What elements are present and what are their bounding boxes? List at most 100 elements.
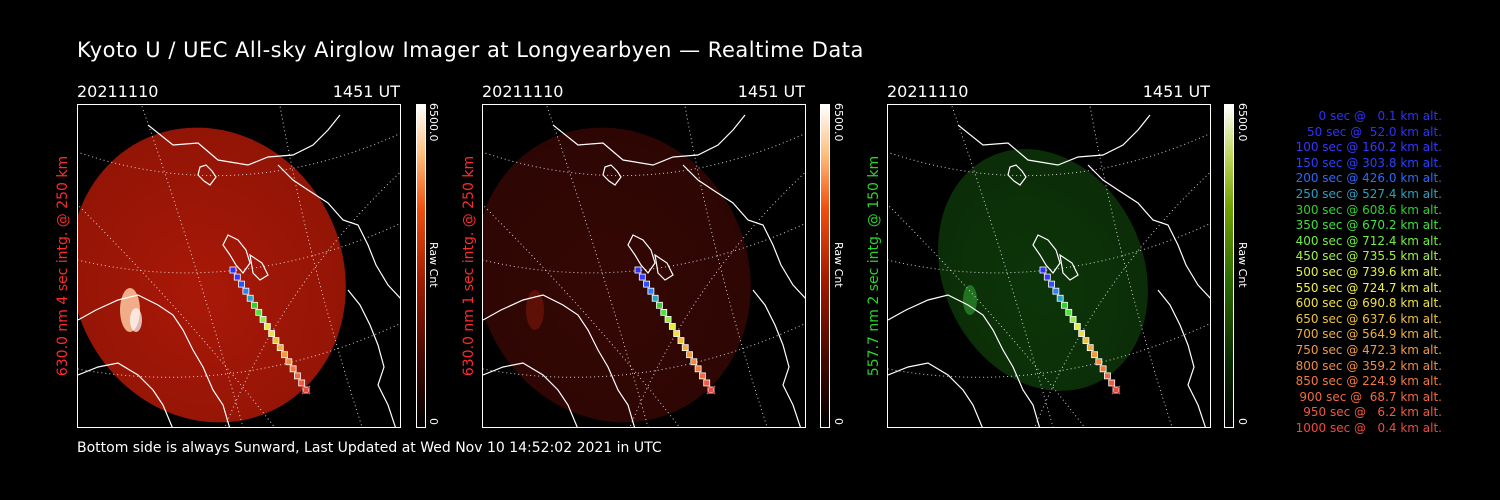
panel-1-colorbar: [416, 104, 426, 428]
coastline: [888, 294, 1041, 427]
legend-row: 800 sec @ 359.2 km alt.: [1295, 358, 1442, 373]
legend-row: 350 sec @ 670.2 km alt.: [1295, 218, 1442, 233]
legend-row: 300 sec @ 608.6 km alt.: [1295, 202, 1442, 217]
track-point: [233, 273, 241, 281]
panel-1-date: 20211110: [77, 82, 159, 101]
track-point: [259, 316, 267, 323]
track-point: [664, 316, 672, 323]
track-point: [647, 287, 655, 295]
track-point: [1048, 280, 1055, 288]
track-point: [673, 330, 681, 337]
track-point: [251, 301, 258, 309]
legend-row: 550 sec @ 724.7 km alt.: [1295, 280, 1442, 295]
track-point: [1061, 301, 1068, 309]
coastline: [682, 164, 805, 299]
track-point: [660, 308, 668, 316]
legend-row: 900 sec @ 68.7 km alt.: [1299, 389, 1442, 404]
coastline: [249, 253, 269, 281]
coastline: [888, 362, 983, 427]
graticule-line: [888, 323, 1210, 378]
panel-1-colorbar-max-text: 6500.0: [427, 103, 440, 142]
track-point: [246, 294, 254, 302]
legend-row: 150 sec @ 303.8 km alt.: [1295, 155, 1442, 170]
legend-row: 500 sec @ 739.6 km alt.: [1295, 264, 1442, 279]
graticule-line: [279, 105, 363, 427]
panel-2-colorbar-max-text: 6500.0: [832, 103, 845, 142]
panel-2-colorbar: [820, 104, 830, 428]
track-point: [281, 351, 288, 359]
track-point: [1086, 344, 1094, 352]
track-point: [1073, 323, 1081, 330]
aurora-dim-spot: [526, 290, 544, 330]
panel-3-colorbar-max-text: 6500.0: [1236, 103, 1249, 142]
graticule-line: [78, 323, 400, 378]
track-point: [651, 294, 659, 302]
panel-1-time: 1451 UT: [332, 82, 400, 101]
legend-row: 0 sec @ 0.1 km alt.: [1318, 109, 1443, 123]
track-point: [681, 344, 689, 352]
panel-1-map: [77, 104, 401, 428]
track-end-marker: [301, 385, 311, 395]
coastline: [78, 362, 173, 427]
graticule-line: [140, 105, 244, 427]
legend-row: 950 sec @ 6.2 km alt.: [1303, 405, 1442, 420]
panel-1-colorbar-min-text: 0: [427, 418, 440, 425]
coastline: [552, 114, 746, 166]
legend-row: 450 sec @ 735.5 km alt.: [1295, 249, 1442, 264]
legend-row: 1000 sec @ 0.4 km alt.: [1295, 420, 1442, 435]
graticule-line: [224, 171, 400, 427]
coastline: [347, 289, 396, 427]
track-point: [1104, 372, 1111, 380]
track-point: [285, 358, 293, 366]
track-end-marker: [706, 385, 716, 395]
page-title: Kyoto U / UEC All-sky Airglow Imager at …: [77, 38, 864, 62]
track-point: [638, 273, 646, 281]
panel-2-colorbar-min-text: 0: [832, 418, 845, 425]
panel-1-colorbar-unit-text: Raw Cnt: [427, 242, 440, 288]
graticule-line: [483, 323, 805, 378]
graticule-line: [1089, 105, 1173, 427]
track-point: [1039, 266, 1047, 274]
panel-2-colorbar-min: 0: [832, 418, 852, 431]
legend-row: 750 sec @ 472.3 km alt.: [1295, 342, 1442, 357]
panel-3-ylabel: 557.7 nm 2 sec intg. @ 150 km: [864, 104, 884, 428]
track-point: [263, 323, 271, 330]
track-point: [1069, 316, 1077, 323]
coastline: [654, 253, 674, 281]
track-point: [294, 372, 301, 380]
track-point: [1091, 351, 1098, 359]
track-point: [1052, 287, 1060, 295]
panel-2-time: 1451 UT: [737, 82, 805, 101]
track-end-marker: [1111, 385, 1121, 395]
panel-2-map: [482, 104, 806, 428]
panel-2-colorbar-unit-text: Raw Cnt: [832, 242, 845, 288]
panel-2-ylabel-text: 630.0 nm 1 sec intg. @ 250 km: [461, 155, 477, 377]
coastline: [602, 164, 622, 186]
aurora-green-spot: [963, 285, 977, 315]
legend-row: 100 sec @ 160.2 km alt.: [1295, 140, 1442, 155]
panel-3-date: 20211110: [887, 82, 969, 101]
graticule-line: [1034, 171, 1210, 427]
track-point: [1095, 358, 1103, 366]
coastline: [1157, 289, 1206, 427]
track-point: [276, 344, 284, 352]
track-point: [255, 308, 263, 316]
legend-row: 200 sec @ 426.0 km alt.: [1295, 171, 1442, 186]
track-point: [686, 351, 693, 359]
panel-3-colorbar-min-text: 0: [1236, 418, 1249, 425]
aurora-core-spot: [130, 308, 142, 332]
graticule-line: [950, 105, 1054, 427]
coastline: [752, 289, 801, 427]
track-point: [690, 358, 698, 366]
footer-note: Bottom side is always Sunward, Last Upda…: [77, 440, 662, 456]
track-point: [668, 323, 676, 330]
panel-3-map: [887, 104, 1211, 428]
track-point: [1056, 294, 1064, 302]
track-point: [229, 266, 237, 274]
panel-3-colorbar-unit-text: Raw Cnt: [1236, 242, 1249, 288]
legend-row: 400 sec @ 712.4 km alt.: [1295, 233, 1442, 248]
panel-1-map-svg: [78, 105, 400, 427]
track-point: [1065, 308, 1073, 316]
track-point: [1108, 379, 1116, 387]
airglow-field: [483, 127, 751, 423]
